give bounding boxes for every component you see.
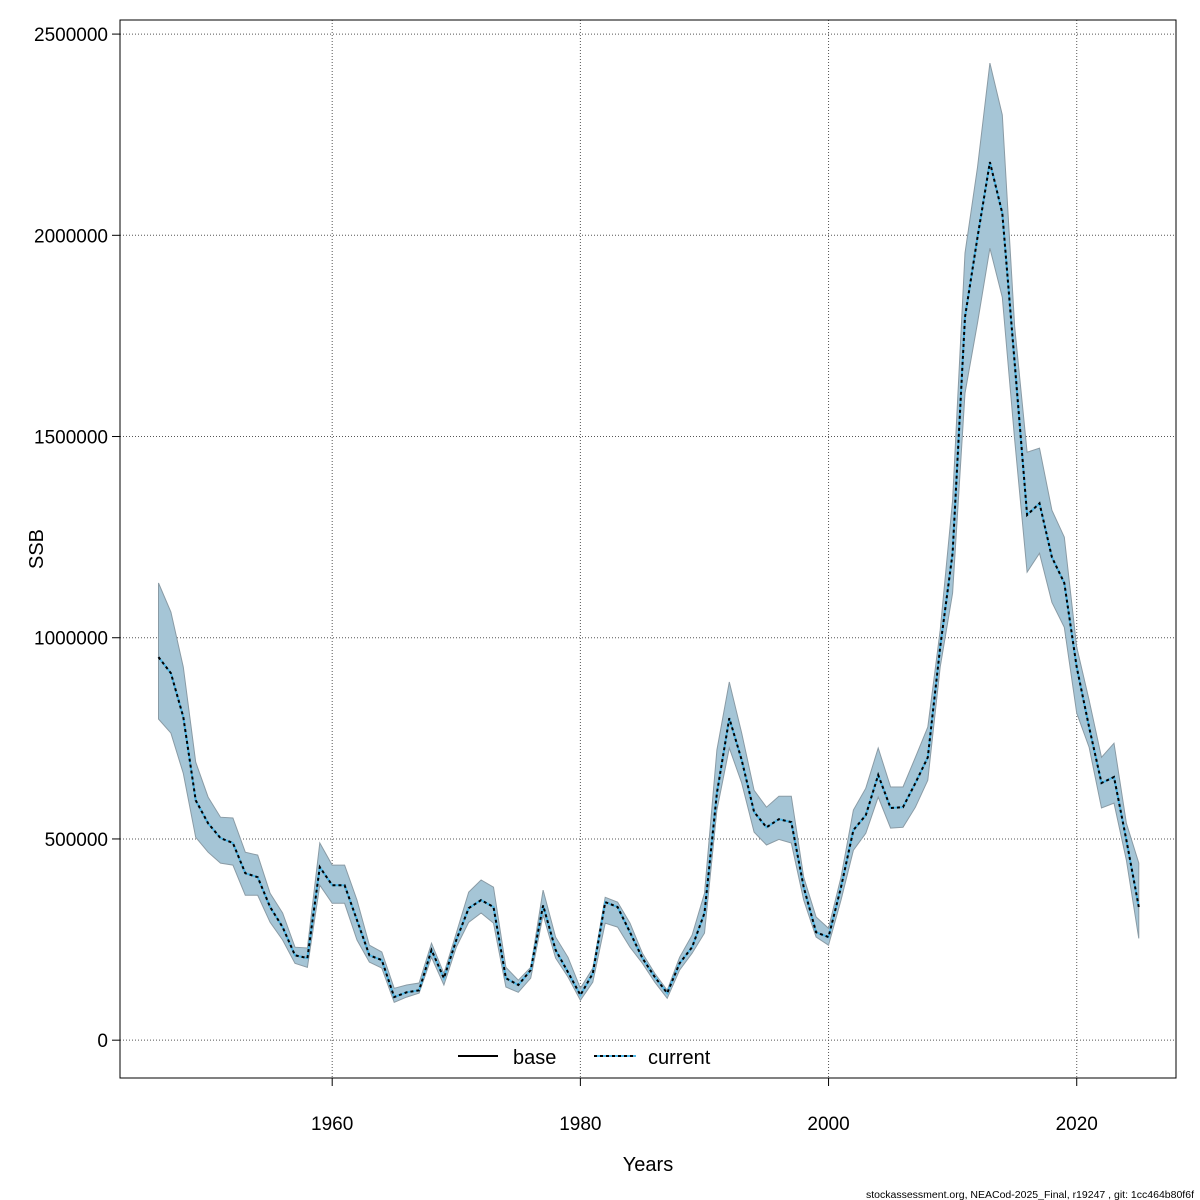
footer-note: stockassessment.org, NEACod-2025_Final, … (866, 1189, 1194, 1200)
x-tick-label: 1980 (559, 1114, 601, 1135)
legend-label-current: current (648, 1047, 711, 1069)
x-axis-title: Years (623, 1154, 673, 1176)
confidence-band (158, 62, 1140, 1003)
x-tick-label: 2020 (1056, 1114, 1098, 1135)
x-tick-label: 1960 (311, 1114, 353, 1135)
y-tick-label: 0 (97, 1031, 108, 1052)
y-axis: 0 500000 1000000 1500000 2000000 2500000 (34, 25, 120, 1052)
plot-frame (119, 19, 1177, 1079)
x-tick-label: 2000 (807, 1114, 849, 1135)
y-tick-label: 2500000 (34, 25, 108, 46)
y-tick-label: 1500000 (34, 428, 108, 449)
confidence-band-area (158, 62, 1140, 1003)
series-line-current (157, 161, 1140, 999)
legend: base current (458, 1047, 711, 1069)
legend-label-base: base (513, 1047, 556, 1069)
y-tick-label: 1000000 (34, 629, 108, 650)
x-axis: 1960 1980 2000 2020 (311, 1078, 1098, 1135)
y-tick-label: 500000 (45, 830, 108, 851)
y-axis-title: SSB (26, 529, 48, 569)
series-line-base (157, 161, 1140, 999)
y-tick-label: 2000000 (34, 226, 108, 247)
series-lines (157, 161, 1140, 999)
